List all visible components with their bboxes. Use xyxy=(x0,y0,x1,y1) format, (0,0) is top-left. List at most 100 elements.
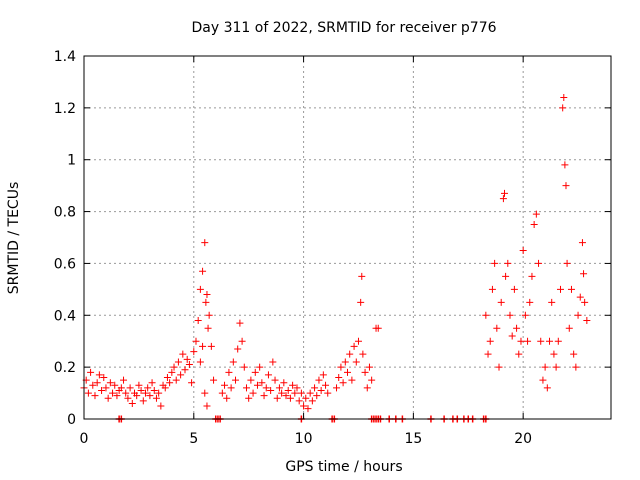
data-point xyxy=(583,316,591,324)
data-point xyxy=(300,402,308,410)
data-point xyxy=(185,361,193,369)
data-point xyxy=(258,379,266,387)
plot-frame xyxy=(83,55,612,420)
data-point xyxy=(163,374,171,382)
data-point xyxy=(339,379,347,387)
data-point xyxy=(319,371,327,379)
data-point xyxy=(559,104,567,112)
data-point xyxy=(560,93,568,101)
data-point xyxy=(234,345,242,353)
data-point xyxy=(358,272,366,280)
data-point xyxy=(137,386,145,394)
data-point xyxy=(262,384,270,392)
data-point xyxy=(315,376,323,384)
data-point xyxy=(150,386,158,394)
x-axis-title: GPS time / hours xyxy=(285,459,402,475)
data-point xyxy=(354,337,362,345)
y-tick-label: 0.6 xyxy=(54,256,76,272)
data-point xyxy=(109,389,117,397)
data-point xyxy=(273,394,281,402)
data-point xyxy=(537,337,545,345)
y-tick-label: 1.4 xyxy=(54,49,76,65)
data-point xyxy=(304,405,312,413)
data-point xyxy=(227,384,235,392)
data-point xyxy=(561,161,569,169)
data-point xyxy=(84,389,92,397)
data-point xyxy=(111,381,119,389)
data-point xyxy=(574,311,582,319)
data-point xyxy=(493,324,501,332)
data-point xyxy=(275,384,283,392)
data-point xyxy=(346,350,354,358)
data-point xyxy=(486,337,494,345)
axis-ticks: 0 0.2 0.4 0.6 0.8 1 1.2 1.4 0 5 10 15 20 xyxy=(54,49,611,447)
y-tick-label: 1.2 xyxy=(54,101,76,117)
data-point xyxy=(530,221,538,229)
data-point xyxy=(251,368,259,376)
data-point xyxy=(221,381,229,389)
data-point xyxy=(501,189,509,197)
data-point xyxy=(120,376,128,384)
data-point xyxy=(196,358,204,366)
data-point xyxy=(506,311,514,319)
data-point xyxy=(161,384,169,392)
data-point xyxy=(141,389,149,397)
data-point xyxy=(352,358,360,366)
data-point xyxy=(192,337,200,345)
data-point xyxy=(510,285,518,293)
data-point xyxy=(482,311,490,319)
data-point xyxy=(374,324,382,332)
data-point xyxy=(247,376,255,384)
data-point xyxy=(484,350,492,358)
y-tick-label: 1 xyxy=(67,153,76,169)
data-point xyxy=(535,259,543,267)
data-point xyxy=(565,324,573,332)
data-point xyxy=(286,394,294,402)
data-point xyxy=(256,363,264,371)
data-point xyxy=(539,376,547,384)
data-point xyxy=(291,389,299,397)
data-point xyxy=(152,394,160,402)
data-point xyxy=(297,389,305,397)
data-point xyxy=(157,402,165,410)
data-point xyxy=(333,384,341,392)
data-point xyxy=(317,386,325,394)
data-point xyxy=(201,239,209,247)
data-point xyxy=(181,366,189,374)
data-point xyxy=(155,389,163,397)
data-point xyxy=(188,379,196,387)
data-point xyxy=(172,376,180,384)
data-point xyxy=(126,384,134,392)
data-point xyxy=(311,384,319,392)
data-point xyxy=(207,342,215,350)
data-point xyxy=(556,285,564,293)
data-point xyxy=(350,342,358,350)
x-tick-label: 0 xyxy=(80,431,89,447)
data-point xyxy=(572,363,580,371)
data-point xyxy=(284,386,292,394)
data-point xyxy=(513,324,521,332)
data-point xyxy=(166,379,174,387)
data-point xyxy=(104,394,112,402)
data-point xyxy=(567,285,575,293)
data-point xyxy=(205,311,213,319)
y-axis-title: SRMTID / TECUs xyxy=(6,182,22,295)
data-point xyxy=(196,285,204,293)
data-point xyxy=(543,384,551,392)
data-point xyxy=(223,394,231,402)
data-point xyxy=(242,384,250,392)
data-point xyxy=(218,389,226,397)
data-point xyxy=(269,358,277,366)
data-point xyxy=(368,376,376,384)
data-point xyxy=(253,381,261,389)
y-tick-label: 0.8 xyxy=(54,205,76,221)
data-point xyxy=(504,259,512,267)
data-point xyxy=(135,381,143,389)
data-point xyxy=(322,381,330,389)
data-point xyxy=(293,384,301,392)
data-point xyxy=(306,389,314,397)
data-point xyxy=(190,348,198,356)
data-point xyxy=(335,374,343,382)
data-point xyxy=(133,392,141,400)
